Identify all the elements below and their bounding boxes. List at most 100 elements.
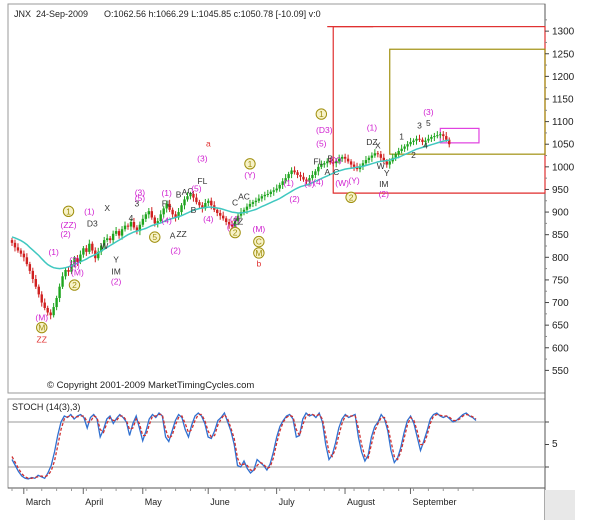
candle-body — [150, 211, 153, 218]
month-label: September — [412, 497, 456, 507]
candle-body — [352, 164, 356, 167]
wave-label: A — [182, 187, 188, 197]
price-tick-label: 1250 — [552, 49, 575, 60]
wave-label: (3) — [135, 187, 146, 197]
candle-body — [412, 140, 415, 142]
candle-body — [233, 221, 237, 227]
wave-label: (4) — [69, 261, 80, 271]
wave-label: (2) — [227, 222, 238, 232]
candle-body — [346, 158, 350, 162]
wave-label: (W) — [335, 178, 349, 188]
wave-label: C — [333, 167, 339, 177]
wave-label: (Y) — [348, 176, 360, 186]
candle-body — [34, 279, 37, 287]
price-tick-label: 900 — [552, 208, 569, 219]
price-tick-label: 650 — [552, 321, 569, 332]
wave-label: B — [191, 205, 197, 215]
candle-body — [257, 198, 261, 201]
wave-label: Y — [384, 168, 390, 178]
candle-body — [61, 276, 64, 287]
price-tick-label: 750 — [552, 275, 569, 286]
wave-label: 1 — [319, 109, 324, 119]
candle-body — [135, 227, 139, 232]
candle-body — [421, 139, 424, 142]
candle-body — [299, 174, 302, 177]
candle-body — [445, 136, 448, 140]
price-tick-label: 850 — [552, 230, 569, 241]
candle-body — [165, 203, 168, 209]
wave-label-circle — [229, 226, 241, 239]
wave-label: b — [257, 258, 262, 268]
candle-body — [364, 160, 368, 164]
candle-body — [418, 138, 421, 140]
price-tick-label: 1100 — [552, 117, 574, 128]
candle-body — [293, 170, 296, 173]
corner-block — [545, 490, 575, 520]
candle-body — [147, 211, 151, 215]
wave-label: B — [176, 190, 182, 200]
candle-body — [415, 138, 418, 141]
wave-label: (5) — [316, 138, 327, 148]
candle-body — [439, 134, 442, 136]
wave-label: ZZ — [176, 229, 186, 239]
candle-body — [219, 212, 222, 216]
wave-label: (5) — [191, 184, 202, 194]
wave-label: B — [327, 153, 333, 163]
candle-body — [329, 161, 332, 163]
wave-label: (1) — [84, 206, 95, 216]
month-label: June — [210, 497, 230, 507]
month-label: May — [145, 497, 163, 507]
candle-body — [58, 286, 61, 299]
wave-label: D3 — [87, 219, 98, 229]
candle-body — [162, 208, 165, 215]
candle-body — [409, 141, 412, 145]
candle-body — [198, 202, 201, 206]
candle-body — [55, 298, 58, 308]
candle-body — [296, 172, 299, 175]
candle-body — [204, 203, 207, 209]
month-label: July — [279, 497, 296, 507]
candle-body — [70, 264, 73, 272]
candle-body — [183, 199, 186, 206]
candle-body — [326, 161, 329, 164]
price-axis-ticks: 550 600 650 700 750 800 850 900 950 1000 1050 1100 1… — [545, 19, 575, 377]
candle-body — [230, 224, 234, 227]
price-tick-label: 1200 — [552, 72, 575, 83]
wave-label: (3) — [197, 153, 208, 163]
candle-body — [31, 270, 35, 280]
wave-label: (4) — [313, 177, 324, 187]
candle-body — [49, 312, 52, 316]
candle-body — [305, 179, 308, 182]
moving-average-line — [11, 139, 450, 270]
candle-body — [335, 161, 338, 164]
wave-label-circle — [345, 191, 357, 204]
wave-label: (3) — [69, 255, 80, 265]
candle-body — [278, 184, 281, 189]
wave-label: (ZZ) — [60, 220, 76, 230]
candle-body — [227, 222, 231, 225]
candle-body — [281, 181, 284, 185]
candle-body — [317, 166, 320, 172]
candle-body — [266, 193, 269, 195]
candle-body — [73, 258, 76, 265]
candle-body — [174, 214, 177, 218]
candle-body — [114, 231, 118, 234]
wave-label: 3 — [135, 199, 140, 209]
wave-label: X — [375, 141, 381, 151]
candle-body — [105, 238, 109, 241]
candle-body — [376, 153, 380, 155]
candle-body — [424, 140, 427, 142]
candle-body — [239, 212, 243, 216]
wave-label: 2 — [72, 280, 77, 290]
candle-body — [373, 153, 377, 156]
wave-label-circle — [62, 205, 75, 218]
candle-body — [46, 307, 49, 313]
wave-label: M — [255, 248, 262, 258]
wave-label: (2) — [170, 246, 181, 256]
wave-label: W — [100, 241, 108, 251]
wave-label: C — [256, 237, 262, 247]
wave-label: (M) — [71, 267, 84, 277]
price-tick-label: 800 — [552, 253, 569, 264]
wave-label: 5 — [426, 118, 431, 128]
